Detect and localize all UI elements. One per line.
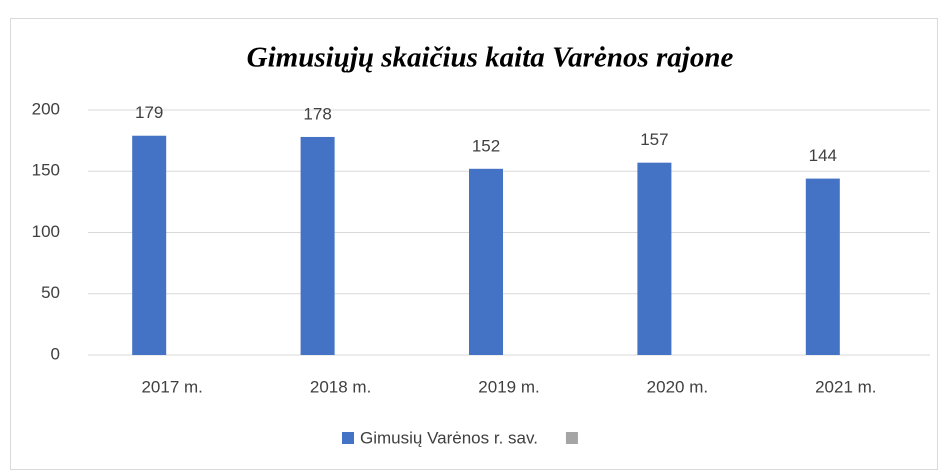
x-tick-label: 2018 m. [310, 377, 371, 396]
bar [469, 168, 503, 355]
data-label: 157 [640, 130, 668, 149]
y-tick-label: 50 [41, 283, 60, 302]
chart-title: Gimusiųjų skaičius kaita Varėnos rajone [247, 42, 734, 74]
bar [300, 136, 335, 355]
legend-label: Gimusių Varėnos r. sav. [360, 428, 538, 447]
bar [132, 135, 167, 355]
y-tick-label: 200 [32, 99, 60, 118]
x-tick-label: 2019 m. [478, 377, 539, 396]
data-label: 144 [809, 146, 837, 165]
legend-swatch [342, 432, 354, 444]
bar [637, 162, 672, 355]
bar [805, 178, 840, 355]
y-tick-label: 100 [32, 222, 60, 241]
x-tick-label: 2017 m. [141, 377, 202, 396]
y-tick-label: 0 [51, 344, 60, 363]
x-tick-label: 2020 m. [647, 377, 708, 396]
data-label: 152 [472, 136, 500, 155]
y-tick-label: 150 [32, 161, 60, 180]
data-label: 179 [135, 103, 163, 122]
x-tick-label: 2021 m. [815, 377, 876, 396]
legend-swatch [565, 432, 578, 444]
data-label: 178 [303, 104, 331, 123]
